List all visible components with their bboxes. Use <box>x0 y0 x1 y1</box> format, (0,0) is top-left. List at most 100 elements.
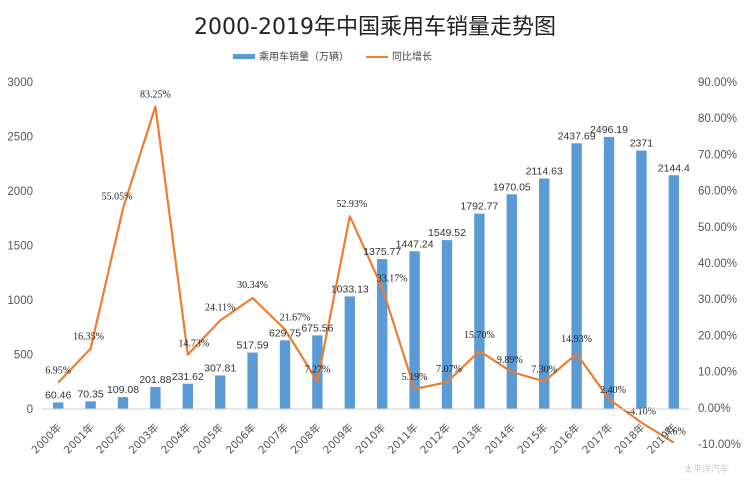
bar <box>571 143 582 409</box>
right-axis-tick-label: 40.00% <box>698 258 737 270</box>
left-axis-tick-label: 3000 <box>7 77 33 89</box>
growth-value-label: 24.11% <box>205 303 235 314</box>
growth-value-label: 9.89% <box>497 355 523 366</box>
left-axis-tick-label: 2500 <box>7 132 33 144</box>
growth-value-label: 6.95% <box>45 366 71 377</box>
growth-value-label: 2.40% <box>600 385 626 396</box>
legend-bar-swatch <box>233 54 255 59</box>
bar-value-label: 1792.77 <box>460 201 498 213</box>
left-axis-tick-label: 1500 <box>7 241 33 253</box>
x-axis-tick-label: 2013年 <box>450 421 486 457</box>
x-axis-tick-label: 2004年 <box>158 421 194 457</box>
bar-value-label: 675.56 <box>301 322 333 334</box>
growth-line-series <box>57 105 675 444</box>
bar <box>215 375 226 409</box>
bar-value-label: 70.35 <box>77 388 103 400</box>
left-y-axis: 0 500 1000 1500 2000 2500 3000 <box>7 77 33 416</box>
left-axis-tick-label: 1000 <box>7 295 33 307</box>
bar-value-label: 629.75 <box>269 327 301 339</box>
x-axis-tick-label: 2002年 <box>94 421 130 457</box>
x-axis-tick-label: 2006年 <box>223 421 259 457</box>
bar <box>312 335 323 409</box>
bar-value-label: 1033.13 <box>331 283 369 295</box>
growth-line <box>57 105 675 444</box>
left-axis-tick-label: 2000 <box>7 186 33 198</box>
legend: 乘用车销量（万辆） 同比增长 <box>233 50 432 63</box>
right-y-axis: -10.00% 0.00% 10.00% 20.00% 30.00% 40.00% 50.0… <box>698 77 741 451</box>
growth-value-label: -4.10% <box>627 407 656 418</box>
growth-value-label: 15.70% <box>464 330 495 341</box>
bar <box>182 383 193 409</box>
x-axis-tick-label: 2016年 <box>547 421 583 457</box>
bar-value-label: 2114.63 <box>526 166 563 178</box>
x-axis-tick-label: 2014年 <box>482 421 518 457</box>
x-axis-tick-label: 2008年 <box>288 421 324 457</box>
bar-value-label: 2371 <box>630 138 654 150</box>
bar-value-label: 1970.05 <box>493 181 531 193</box>
bar <box>474 213 485 409</box>
bar <box>344 296 355 409</box>
bar-series <box>53 136 679 409</box>
right-axis-tick-label: 10.00% <box>698 367 737 379</box>
x-axis-tick-label: 2000年 <box>29 421 65 457</box>
chart-title: 2000-2019年中国乘用车销量走势图 <box>194 15 556 40</box>
bar <box>636 150 647 409</box>
bar-value-label: 1375.77 <box>363 246 401 258</box>
right-axis-tick-label: 20.00% <box>698 330 737 342</box>
right-axis-tick-label: 30.00% <box>698 294 737 306</box>
bar <box>53 402 64 409</box>
left-axis-tick-label: 0 <box>27 404 33 416</box>
x-axis-tick-label: 2017年 <box>580 421 616 457</box>
growth-value-label: 5.19% <box>402 372 428 383</box>
growth-value-label: 7.27% <box>304 364 330 375</box>
bar-value-label: 109.08 <box>107 384 139 396</box>
legend-line-label: 同比增长 <box>392 50 432 63</box>
growth-value-label: 55.05% <box>102 192 133 203</box>
bar-value-label: 517.59 <box>237 340 269 352</box>
growth-value-label: 52.93% <box>336 199 367 210</box>
bar <box>506 194 517 409</box>
bar <box>441 240 453 409</box>
growth-value-label: -9.6% <box>662 427 686 438</box>
bar <box>117 397 129 409</box>
bar-value-label: 231.62 <box>172 371 204 383</box>
bar-value-label: 201.88 <box>139 374 171 386</box>
right-axis-tick-label: 50.00% <box>698 222 737 234</box>
legend-bar-label: 乘用车销量（万辆） <box>259 50 349 63</box>
x-axis-tick-label: 2003年 <box>126 421 162 457</box>
bar <box>409 251 420 409</box>
bar-value-label: 1549.52 <box>428 227 466 239</box>
bar-value-label: 2496.19 <box>590 124 628 136</box>
right-axis-tick-label: 70.00% <box>698 149 737 161</box>
right-axis-tick-label: 60.00% <box>698 186 737 198</box>
growth-value-label: 7.30% <box>531 364 557 375</box>
growth-value-label: 14.93% <box>561 334 592 345</box>
bar-value-label: 307.81 <box>204 362 236 374</box>
growth-value-label: 33.17% <box>377 274 408 285</box>
bar <box>603 136 615 409</box>
growth-value-label: 21.67% <box>280 312 311 323</box>
right-axis-tick-label: 90.00% <box>698 77 737 89</box>
bar <box>539 178 550 409</box>
line-data-labels: 6.95% 16.35% 55.05% 83.25% 14.73% 24.11% 30.34… <box>45 89 686 437</box>
bar <box>150 386 161 409</box>
growth-value-label: 83.25% <box>140 89 171 100</box>
watermark: 太平洋汽车 <box>684 463 729 475</box>
x-axis: 2000年2001年2002年2003年2004年2005年2006年2007年… <box>29 408 690 457</box>
x-axis-tick-label: 2007年 <box>256 421 292 457</box>
bar-value-label: 60.46 <box>45 389 71 401</box>
left-axis-tick-label: 500 <box>14 350 33 362</box>
growth-value-label: 30.34% <box>237 280 268 291</box>
bar <box>668 175 679 409</box>
x-axis-tick-label: 2015年 <box>515 421 551 457</box>
x-axis-tick-label: 2005年 <box>191 421 227 457</box>
x-axis-tick-label: 2009年 <box>320 421 356 457</box>
growth-value-label: 16.35% <box>73 332 104 343</box>
x-axis-tick-label: 2010年 <box>353 421 389 457</box>
growth-value-label: 14.73% <box>178 338 209 349</box>
bar <box>85 401 96 409</box>
right-axis-tick-label: -10.00% <box>698 439 741 451</box>
x-axis-tick-label: 2012年 <box>418 421 454 457</box>
